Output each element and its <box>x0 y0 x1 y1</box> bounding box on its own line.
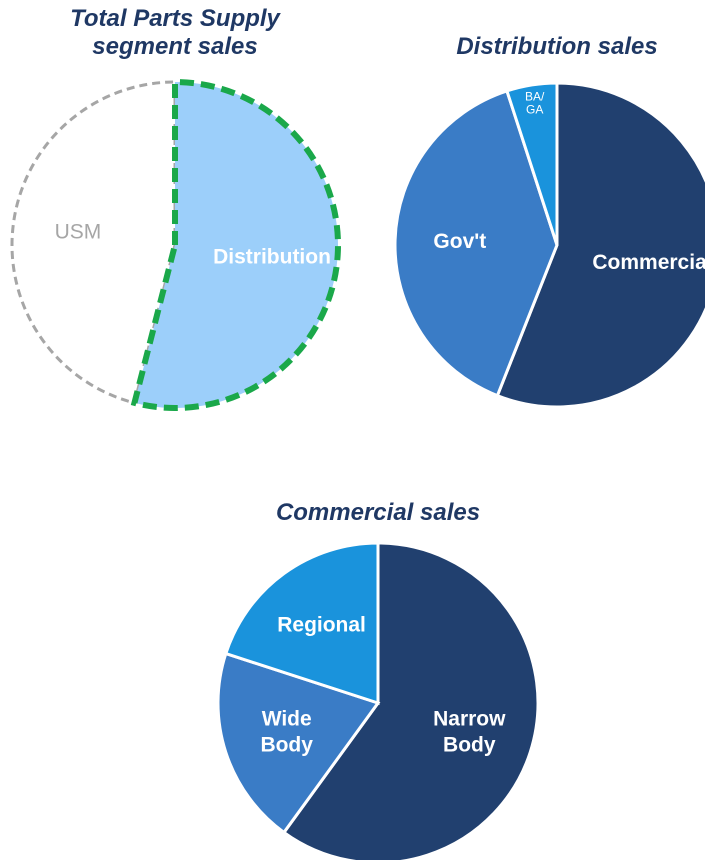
slice-label: Narrow Body <box>433 707 506 756</box>
pie-slice <box>495 81 705 409</box>
pie-slice <box>10 80 177 405</box>
slice-label: Distribution <box>213 245 331 268</box>
chart-title: Commercial sales <box>276 499 480 526</box>
pie-slice <box>216 651 381 835</box>
slice-label: USM <box>55 220 102 243</box>
slice-label: Regional <box>277 613 366 636</box>
slice-label: Gov't <box>433 229 486 252</box>
pie-slice <box>393 89 559 398</box>
slice-label: BA/GA <box>525 90 545 117</box>
pie-slice <box>223 541 380 706</box>
pie-slice <box>505 81 559 246</box>
pie-slice <box>130 78 341 411</box>
slice-label: Wide Body <box>260 707 313 756</box>
chart-title: Total Parts Supply segment sales <box>70 5 281 60</box>
slice-label: Commercial <box>592 251 705 274</box>
pie-slice <box>281 541 540 860</box>
chart-title: Distribution sales <box>456 33 657 60</box>
